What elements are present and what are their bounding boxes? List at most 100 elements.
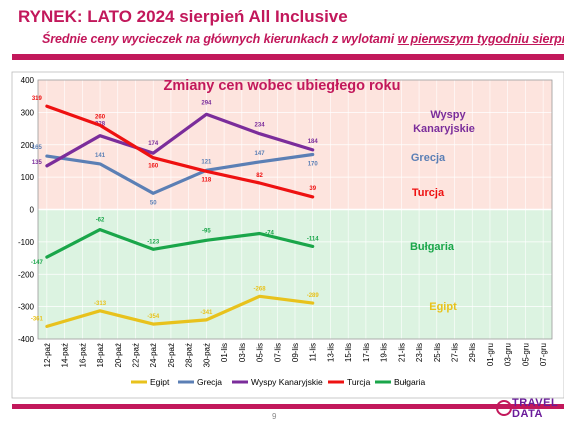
x-tick-label: 03-lis <box>238 343 247 362</box>
logo-line1: TRAVEL <box>512 397 559 409</box>
data-label: 165 <box>32 145 43 151</box>
data-label: 147 <box>255 151 266 157</box>
series-name-label: Wyspy <box>430 109 466 121</box>
data-label: 121 <box>201 159 212 165</box>
subtitle-text: Średnie ceny wycieczek na głównych kieru… <box>42 32 398 46</box>
data-label: 319 <box>32 96 43 102</box>
legend-label: Wyspy Kanaryjskie <box>251 377 323 387</box>
chart-title: Zmiany cen wobec ubiegłego roku <box>164 78 401 94</box>
x-tick-label: 21-lis <box>397 343 406 362</box>
plot-area <box>37 79 553 340</box>
data-label: -147 <box>31 260 44 266</box>
y-tick-label: 400 <box>21 76 35 85</box>
x-tick-label: 25-lis <box>433 343 442 362</box>
x-tick-label: 30-paź <box>202 343 211 367</box>
data-label: 174 <box>148 141 159 147</box>
data-label: -74 <box>265 230 274 236</box>
x-tick-label: 20-paź <box>114 343 123 367</box>
travel-data-logo: TRAVEL DATA <box>494 396 562 423</box>
top-accent-bar <box>12 54 564 60</box>
legend-label: Egipt <box>150 377 170 387</box>
x-tick-label: 05-gru <box>521 343 530 366</box>
logo-line2: DATA <box>512 408 543 420</box>
x-tick-label: 17-lis <box>362 343 371 362</box>
x-tick-label: 01-lis <box>220 343 229 362</box>
subtitle-underlined: w pierwszym tygodniu sierpnia <box>397 32 564 46</box>
series-grecja: 165 141 50 121 147 170 Grecja <box>32 145 446 206</box>
bottom-accent-bar <box>12 404 564 409</box>
series-line <box>45 152 315 195</box>
series-name-label: Turcja <box>412 187 445 199</box>
series-name-label: Kanaryjskie <box>413 123 475 135</box>
slide-header: RYNEK: LATO 2024 sierpień All Inclusive … <box>0 0 564 60</box>
y-tick-label: -100 <box>18 238 35 247</box>
x-tick-label: 22-paź <box>131 343 140 367</box>
legend-label: Grecja <box>197 377 222 387</box>
x-tick-label: 23-lis <box>415 343 424 362</box>
x-tick-label: 09-lis <box>291 343 300 362</box>
x-tick-label: 29-lis <box>468 343 477 362</box>
legend: Egipt Grecja Wyspy Kanaryjskie Turcja Bułgar… <box>131 377 425 387</box>
data-label: 260 <box>95 114 106 120</box>
data-label: 160 <box>148 164 159 170</box>
data-label: -268 <box>254 286 267 292</box>
x-tick-label: 18-paź <box>96 343 105 367</box>
data-label: -354 <box>147 314 160 320</box>
y-tick-label: -400 <box>18 335 35 344</box>
y-tick-label: -200 <box>18 270 35 279</box>
data-label: 135 <box>32 160 43 166</box>
data-label: -114 <box>307 236 319 242</box>
x-tick-label: 16-paź <box>78 343 87 367</box>
page-subtitle: Średnie ceny wycieczek na głównych kieru… <box>42 32 564 46</box>
x-tick-label: 28-paź <box>185 343 194 367</box>
x-tick-label: 01-gru <box>486 343 495 366</box>
series-line <box>45 112 315 168</box>
x-tick-label: 24-paź <box>149 343 158 367</box>
data-label: 234 <box>255 123 266 129</box>
data-label: 118 <box>202 177 212 183</box>
data-label: 82 <box>256 173 263 179</box>
legend-label: Turcja <box>347 377 371 387</box>
y-tick-label: 200 <box>21 141 35 150</box>
x-tick-label: 26-paź <box>167 343 176 367</box>
logo-icon <box>496 400 512 416</box>
x-tick-label: 12-paź <box>43 343 52 367</box>
data-label: 39 <box>309 186 316 192</box>
data-label: -313 <box>94 301 107 307</box>
data-label: -95 <box>202 228 211 234</box>
x-tick-label: 05-lis <box>256 343 265 362</box>
series-name-label: Grecja <box>411 152 446 164</box>
series-name-label: Egipt <box>429 301 457 313</box>
x-tick-label: 07-lis <box>273 343 282 362</box>
series-bułgaria: -147 -62 -123 -95 -74 -114 Bułgaria <box>31 218 455 267</box>
page-number: 9 <box>272 412 277 421</box>
data-label: 170 <box>308 161 319 167</box>
data-label: -123 <box>147 239 160 245</box>
x-tick-label: 14-paź <box>61 343 70 367</box>
page-title: RYNEK: LATO 2024 sierpień All Inclusive <box>18 7 348 26</box>
x-tick-label: 15-lis <box>344 343 353 362</box>
y-tick-label: 100 <box>21 173 35 182</box>
data-label: 141 <box>95 153 106 159</box>
y-tick-label: 300 <box>21 108 35 117</box>
x-tick-label: 13-lis <box>326 343 335 362</box>
legend-label: Bułgaria <box>394 377 425 387</box>
series-line <box>45 228 315 259</box>
data-label: 184 <box>308 139 319 145</box>
y-tick-label: 0 <box>30 206 35 215</box>
data-label: -361 <box>31 316 44 322</box>
x-tick-label: 03-gru <box>504 343 513 366</box>
x-tick-label: 19-lis <box>380 343 389 362</box>
series-egipt: -361 -313 -354 -341 -268 -289 Egipt <box>31 286 457 328</box>
x-tick-label: 07-gru <box>539 343 548 366</box>
data-label: 294 <box>201 100 212 106</box>
data-label: -62 <box>96 218 105 224</box>
data-label: -289 <box>307 293 320 299</box>
series-line <box>45 104 315 199</box>
data-label: 50 <box>150 200 157 206</box>
series-line <box>45 294 315 328</box>
series-turcja: 319 260 160 118 82 39 Turcja <box>32 96 445 199</box>
y-tick-label: -300 <box>18 303 35 312</box>
